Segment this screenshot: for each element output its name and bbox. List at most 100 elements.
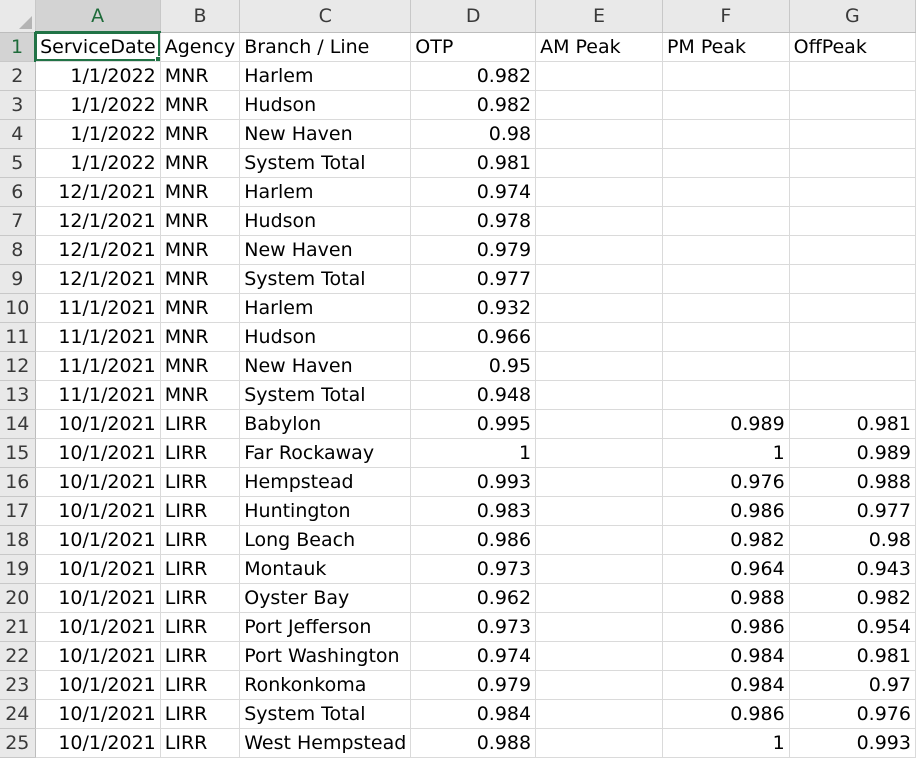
column-header-b[interactable]: B [160, 0, 241, 33]
cell-g[interactable] [789, 264, 916, 294]
cell-c[interactable]: Hudson [239, 322, 412, 352]
cell-b[interactable]: Agency [160, 32, 241, 62]
cell-d[interactable]: 0.974 [410, 177, 537, 207]
cell-a[interactable]: 10/1/2021 [35, 670, 161, 700]
cell-f[interactable]: 0.989 [662, 409, 790, 439]
cell-b[interactable]: LIRR [160, 554, 241, 584]
cell-b[interactable]: MNR [160, 90, 241, 120]
cell-a[interactable]: 10/1/2021 [35, 467, 161, 497]
cell-a[interactable]: 10/1/2021 [35, 554, 161, 584]
cell-e[interactable] [535, 119, 663, 149]
cell-f[interactable]: 1 [662, 728, 790, 758]
cell-g[interactable]: 0.977 [789, 496, 916, 526]
row-header[interactable]: 2 [0, 61, 36, 91]
cell-d[interactable]: 0.974 [410, 641, 537, 671]
cell-g[interactable]: 0.993 [789, 728, 916, 758]
cell-e[interactable] [535, 496, 663, 526]
cell-f[interactable] [662, 293, 790, 323]
cell-g[interactable]: 0.981 [789, 409, 916, 439]
column-header-d[interactable]: D [410, 0, 537, 33]
cell-c[interactable]: Harlem [239, 177, 412, 207]
cell-g[interactable] [789, 61, 916, 91]
row-header[interactable]: 10 [0, 293, 36, 323]
cell-b[interactable]: MNR [160, 264, 241, 294]
row-header[interactable]: 22 [0, 641, 36, 671]
row-header[interactable]: 18 [0, 525, 36, 555]
cell-c[interactable]: Hudson [239, 206, 412, 236]
cell-a[interactable]: 1/1/2022 [35, 90, 161, 120]
cell-c[interactable]: Branch / Line [239, 32, 412, 62]
row-header[interactable]: 17 [0, 496, 36, 526]
cell-f[interactable] [662, 177, 790, 207]
column-header-e[interactable]: E [535, 0, 663, 33]
row-header[interactable]: 16 [0, 467, 36, 497]
cell-a[interactable]: 1/1/2022 [35, 119, 161, 149]
cell-e[interactable] [535, 322, 663, 352]
cell-d[interactable]: 0.983 [410, 496, 537, 526]
cell-g[interactable]: 0.989 [789, 438, 916, 468]
cell-b[interactable]: LIRR [160, 525, 241, 555]
cell-e[interactable] [535, 264, 663, 294]
cell-g[interactable]: 0.982 [789, 583, 916, 613]
cell-g[interactable] [789, 351, 916, 381]
selected-cell[interactable]: ServiceDate [35, 32, 161, 62]
cell-e[interactable] [535, 554, 663, 584]
cell-f[interactable] [662, 264, 790, 294]
cell-f[interactable] [662, 148, 790, 178]
cell-d[interactable]: 1 [410, 438, 537, 468]
cell-d[interactable]: 0.977 [410, 264, 537, 294]
row-header[interactable]: 8 [0, 235, 36, 265]
cell-e[interactable] [535, 351, 663, 381]
cell-d[interactable]: 0.979 [410, 235, 537, 265]
cell-e[interactable] [535, 148, 663, 178]
cell-d[interactable]: 0.973 [410, 554, 537, 584]
cell-a[interactable]: 10/1/2021 [35, 728, 161, 758]
cell-g[interactable]: 0.976 [789, 699, 916, 729]
cell-d[interactable]: 0.982 [410, 90, 537, 120]
row-header[interactable]: 15 [0, 438, 36, 468]
row-header[interactable]: 9 [0, 264, 36, 294]
cell-f[interactable] [662, 322, 790, 352]
cell-c[interactable]: System Total [239, 148, 412, 178]
cell-e[interactable] [535, 438, 663, 468]
cell-b[interactable]: LIRR [160, 583, 241, 613]
cell-e[interactable] [535, 90, 663, 120]
cell-f[interactable] [662, 61, 790, 91]
cell-c[interactable]: System Total [239, 699, 412, 729]
cell-a[interactable]: 10/1/2021 [35, 409, 161, 439]
cell-d[interactable]: OTP [410, 32, 537, 62]
cell-d[interactable]: 0.973 [410, 612, 537, 642]
cell-g[interactable]: 0.981 [789, 641, 916, 671]
row-header[interactable]: 3 [0, 90, 36, 120]
cell-d[interactable]: 0.982 [410, 61, 537, 91]
row-header[interactable]: 13 [0, 380, 36, 410]
cell-e[interactable] [535, 641, 663, 671]
cell-b[interactable]: LIRR [160, 699, 241, 729]
cell-f[interactable]: 0.988 [662, 583, 790, 613]
cell-f[interactable] [662, 235, 790, 265]
cell-f[interactable] [662, 380, 790, 410]
cell-c[interactable]: New Haven [239, 235, 412, 265]
cell-g[interactable] [789, 148, 916, 178]
cell-g[interactable]: 0.97 [789, 670, 916, 700]
row-header[interactable]: 6 [0, 177, 36, 207]
cell-c[interactable]: Harlem [239, 293, 412, 323]
cell-b[interactable]: LIRR [160, 438, 241, 468]
cell-c[interactable]: Far Rockaway [239, 438, 412, 468]
cell-e[interactable] [535, 177, 663, 207]
cell-f[interactable]: 0.976 [662, 467, 790, 497]
cell-g[interactable]: 0.988 [789, 467, 916, 497]
cell-a[interactable]: 10/1/2021 [35, 496, 161, 526]
cell-b[interactable]: MNR [160, 61, 241, 91]
cell-b[interactable]: MNR [160, 293, 241, 323]
cell-c[interactable]: New Haven [239, 351, 412, 381]
cell-c[interactable]: Huntington [239, 496, 412, 526]
fill-handle[interactable] [154, 55, 160, 60]
cell-d[interactable]: 0.98 [410, 119, 537, 149]
cell-a[interactable]: 10/1/2021 [35, 641, 161, 671]
cell-b[interactable]: LIRR [160, 612, 241, 642]
cell-e[interactable] [535, 670, 663, 700]
cell-d[interactable]: 0.95 [410, 351, 537, 381]
cell-e[interactable] [535, 293, 663, 323]
cell-c[interactable]: Ronkonkoma [239, 670, 412, 700]
